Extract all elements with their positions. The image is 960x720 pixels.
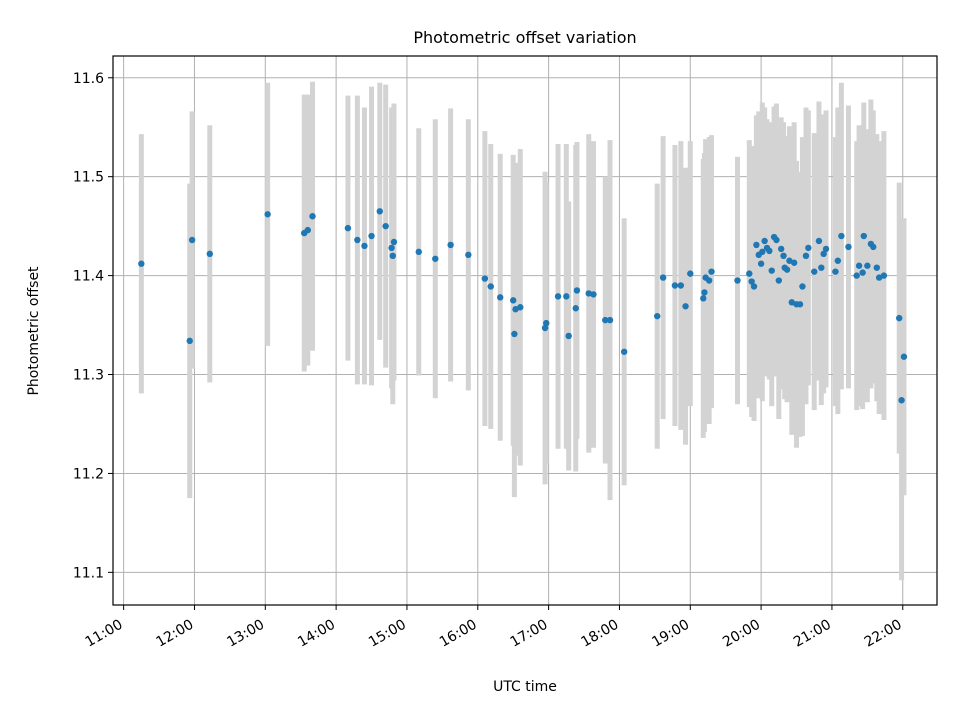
y-tick-label: 11.4 xyxy=(73,269,104,285)
data-point xyxy=(602,316,609,324)
data-point xyxy=(822,245,830,253)
data-point xyxy=(415,248,422,256)
data-point xyxy=(880,272,888,279)
data-point xyxy=(606,316,614,324)
data-point xyxy=(497,294,504,301)
data-point xyxy=(654,312,661,320)
data-point xyxy=(509,297,517,304)
data-point xyxy=(389,252,396,260)
data-point xyxy=(838,232,845,240)
data-point xyxy=(659,274,667,281)
data-point xyxy=(304,226,311,234)
y-tick-label: 11.3 xyxy=(73,368,104,384)
data-point xyxy=(677,282,685,289)
y-tick-label: 11.1 xyxy=(73,565,104,581)
data-point xyxy=(700,295,707,302)
data-point xyxy=(834,257,842,264)
data-point xyxy=(768,267,775,274)
chart-title: Photometric offset variation xyxy=(413,28,636,47)
y-tick-label: 11.6 xyxy=(73,71,104,87)
data-point xyxy=(855,262,863,269)
data-point xyxy=(805,244,812,252)
data-point xyxy=(368,232,375,240)
data-point xyxy=(799,283,806,290)
data-point xyxy=(815,237,823,245)
data-point xyxy=(775,277,783,284)
data-point xyxy=(864,262,871,269)
data-point xyxy=(572,305,579,312)
data-point xyxy=(481,275,489,282)
data-point xyxy=(896,314,903,322)
data-point xyxy=(390,238,398,246)
data-point xyxy=(790,259,798,266)
y-tick-label: 11.2 xyxy=(73,466,104,482)
data-point xyxy=(354,236,361,244)
data-point xyxy=(746,270,753,277)
data-point xyxy=(701,289,708,296)
data-point xyxy=(705,277,713,284)
data-point xyxy=(832,268,839,275)
data-point xyxy=(264,211,271,218)
data-point xyxy=(573,287,581,294)
data-point xyxy=(487,283,494,290)
data-point xyxy=(376,208,383,215)
data-point xyxy=(900,353,908,360)
data-point xyxy=(309,213,316,220)
data-point xyxy=(811,268,818,275)
data-point xyxy=(565,332,572,340)
data-point xyxy=(859,269,866,276)
data-point xyxy=(541,324,549,332)
data-point xyxy=(898,397,905,404)
data-point xyxy=(802,252,810,260)
data-point xyxy=(870,243,877,251)
data-point xyxy=(766,247,773,255)
data-point xyxy=(818,264,825,271)
data-point xyxy=(206,250,214,258)
data-point xyxy=(188,236,196,244)
data-point xyxy=(845,243,852,251)
data-point xyxy=(687,270,694,277)
data-point xyxy=(388,244,395,252)
data-point xyxy=(860,232,868,240)
data-point xyxy=(563,293,570,300)
data-point xyxy=(554,293,562,300)
data-point xyxy=(671,282,679,289)
data-point xyxy=(447,241,454,249)
data-point xyxy=(382,222,389,230)
data-point xyxy=(186,337,193,345)
data-point xyxy=(465,251,472,259)
data-point xyxy=(620,348,628,355)
data-point xyxy=(432,255,439,262)
data-points xyxy=(138,208,908,404)
y-axis-label: Photometric offset xyxy=(26,266,42,396)
data-point xyxy=(750,283,758,290)
x-axis-label: UTC time xyxy=(493,679,557,695)
data-point xyxy=(777,245,785,253)
data-point xyxy=(759,248,766,256)
data-point xyxy=(344,224,352,232)
data-point xyxy=(748,278,755,285)
data-point xyxy=(753,241,760,249)
data-point xyxy=(783,266,791,273)
data-point xyxy=(757,260,765,267)
y-tick-label: 11.5 xyxy=(73,170,104,186)
data-point xyxy=(780,252,787,260)
data-point xyxy=(761,237,768,245)
data-point xyxy=(543,319,550,327)
data-point xyxy=(590,291,597,298)
data-point xyxy=(511,330,518,338)
data-point xyxy=(873,264,880,271)
data-point xyxy=(361,242,368,250)
plot-frame xyxy=(112,55,938,606)
data-point xyxy=(517,304,524,311)
data-point xyxy=(682,303,689,310)
data-point xyxy=(853,272,860,279)
data-point xyxy=(820,250,827,258)
data-point xyxy=(708,268,715,275)
data-point xyxy=(796,301,804,308)
data-point xyxy=(138,260,145,267)
data-point xyxy=(734,277,741,284)
data-point xyxy=(773,236,780,244)
